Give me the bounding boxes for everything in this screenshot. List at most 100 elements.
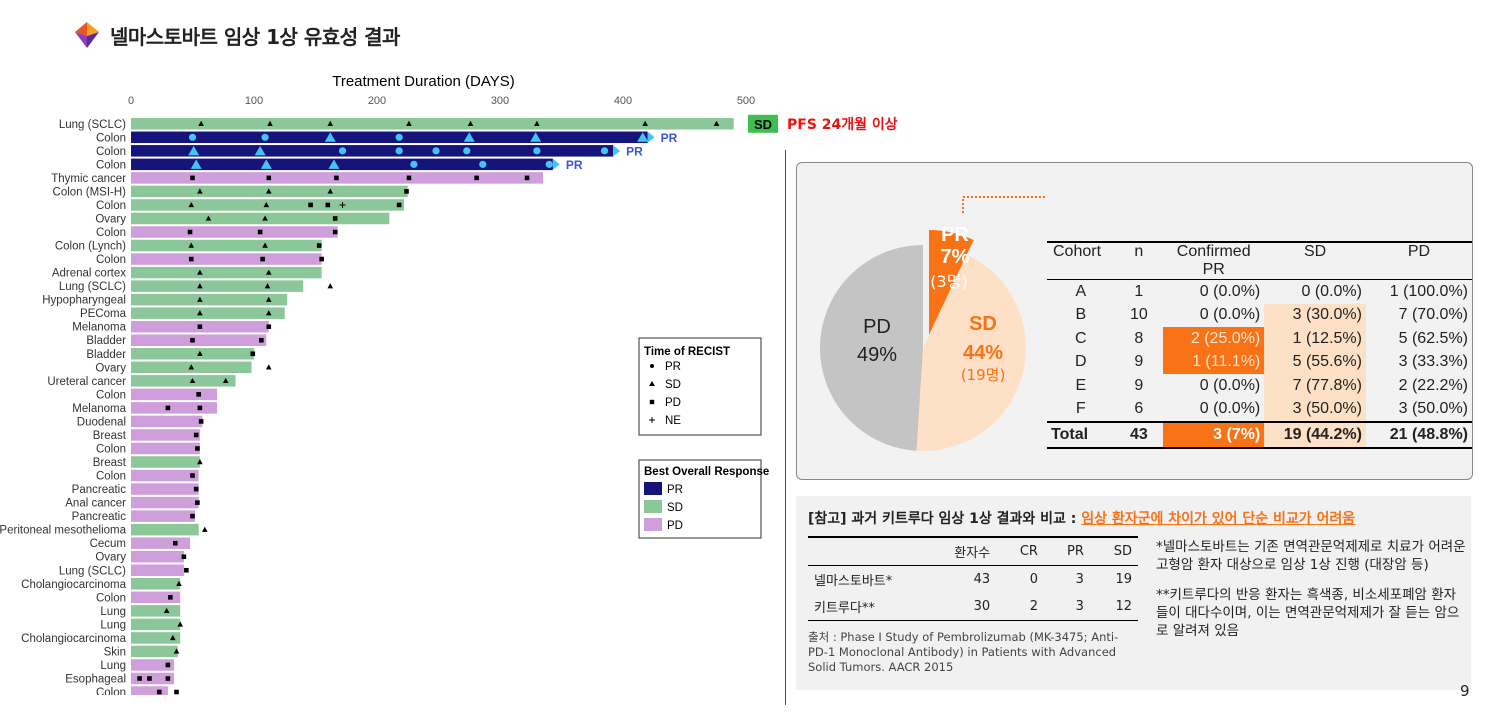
section-divider	[785, 150, 786, 705]
legend-pr-symbol	[650, 364, 654, 368]
pd-marker	[406, 175, 412, 181]
row-label: Thymic cancer	[51, 173, 126, 185]
duration-bar	[131, 212, 390, 225]
recist-legend-title: Time of RECIST	[644, 346, 730, 358]
cohort-table: Cohort n Confirmed PR SD PD A 1 0 (0.0%)…	[1047, 241, 1472, 449]
sd-marker	[262, 242, 268, 248]
duration-bar	[131, 510, 195, 522]
reference-heading: [참고] 과거 키트루다 임상 1상 결과와 비교 : 임상 환자군에 차이가 …	[808, 508, 1355, 528]
pd-marker	[197, 324, 203, 330]
sd-marker	[197, 459, 203, 465]
pr-marker	[533, 147, 541, 155]
cohort-cell: C	[1074, 329, 1087, 347]
duration-bar	[131, 307, 285, 319]
row-label: Colon	[96, 592, 126, 604]
sd-marker	[197, 188, 203, 194]
row-label: Breast	[93, 430, 127, 442]
pd-marker	[196, 392, 201, 397]
row-label: Colon (Lynch)	[55, 241, 126, 253]
pd-marker	[190, 175, 195, 181]
legend-item-label: SD	[667, 502, 683, 514]
pr-cell: 3	[1075, 599, 1084, 614]
sd-marker	[327, 283, 334, 289]
ongoing-arrow	[613, 145, 621, 157]
pd-marker	[257, 229, 263, 235]
row-label: Lung (SCLC)	[59, 565, 126, 577]
col-header-sd: SD	[1113, 544, 1132, 559]
pr-marker	[600, 147, 609, 155]
pr-cell: 1 (11.1%)	[1163, 350, 1265, 374]
cohort-row: B 10 0 (0.0%) 3 (30.0%) 7 (70.0%)	[1047, 303, 1472, 327]
pd-marker	[266, 175, 272, 181]
row-label: Duodenal	[77, 416, 126, 428]
patients-cell: 30	[973, 599, 991, 614]
sd-marker	[198, 120, 204, 126]
note-nelmastobart: *넬마스토바트는 기존 면역관문억제제로 치료가 어려운 고형암 환자 대상으로…	[1156, 539, 1466, 573]
row-label: PEComa	[80, 308, 127, 320]
n-cell: 6	[1134, 400, 1144, 418]
ongoing-arrow	[647, 131, 655, 143]
pd-marker	[325, 202, 331, 208]
row-label: Colon	[96, 132, 126, 144]
pr-marker	[395, 147, 403, 155]
x-tick-label: 400	[614, 95, 632, 107]
sd-marker	[260, 159, 272, 169]
duration-bar	[131, 402, 218, 414]
callout-line	[962, 196, 1047, 213]
sd-marker	[530, 132, 542, 142]
sd-marker	[197, 269, 203, 275]
pd-marker	[266, 324, 272, 330]
duration-bar	[131, 334, 267, 346]
row-label: Skin	[104, 646, 126, 658]
pd-cell: 3 (33.3%)	[1398, 353, 1468, 371]
pd-slice-pct: 49%	[857, 344, 897, 366]
pd-marker	[172, 540, 178, 546]
pr-marker	[410, 160, 418, 168]
col-header-pr: PR	[1067, 544, 1084, 559]
pd-marker	[181, 554, 187, 560]
sd-marker	[173, 648, 180, 654]
sd-marker	[188, 145, 200, 156]
pr-marker	[395, 133, 403, 141]
duration-bar	[131, 550, 184, 563]
col-header-confirmed-pr: Confirmed PR	[1163, 242, 1265, 280]
cohort-cell: D	[1074, 353, 1087, 371]
pd-marker	[334, 175, 339, 181]
sd-marker	[197, 283, 203, 289]
pd-marker	[190, 513, 195, 519]
row-label: Anal cancer	[65, 498, 126, 510]
sd-marker	[406, 120, 412, 126]
col-header-pd: PD	[1365, 242, 1472, 280]
ongoing-arrow	[552, 158, 560, 170]
sd-marker	[327, 120, 334, 126]
sd-marker	[188, 242, 195, 248]
row-label: Colon	[96, 254, 126, 266]
n-cell: 9	[1134, 376, 1144, 394]
pd-cell: 7 (70.0%)	[1398, 306, 1468, 324]
cohort-total-row: Total 43 3 (7%) 19 (44.2%) 21 (48.8%)	[1047, 421, 1472, 449]
reference-warning: 임상 환자군에 차이가 있어 단순 비교가 어려움	[1081, 511, 1356, 527]
pd-marker	[156, 689, 162, 695]
pd-marker	[187, 229, 193, 235]
cohort-row: D 9 1 (11.1%) 5 (55.6%) 3 (33.3%)	[1047, 350, 1472, 374]
row-label: Colon (MSI-H)	[53, 186, 127, 198]
row-label: Ovary	[95, 213, 126, 225]
row-label: Colon	[96, 200, 126, 212]
sd-cell: 19	[1115, 572, 1132, 587]
pd-marker	[308, 202, 313, 208]
sd-tag-label: SD	[754, 117, 772, 132]
duration-bar	[131, 145, 614, 157]
pie-slice-pd	[820, 245, 923, 451]
duration-bar	[131, 456, 200, 468]
cohort-cell: A	[1075, 282, 1087, 300]
col-header-patients: 환자수	[954, 546, 991, 561]
row-label: Lung	[100, 619, 126, 631]
row-label: Peritoneal mesothelioma	[0, 525, 127, 537]
duration-bar	[131, 429, 200, 441]
sd-cell: 0 (0.0%)	[1301, 282, 1362, 300]
pfs-annotation: PFS 24개월 이상	[787, 116, 898, 133]
duration-bar	[131, 415, 203, 428]
pd-cell: 3 (50.0%)	[1398, 400, 1468, 418]
bor-legend-title: Best Overall Response	[644, 466, 769, 478]
cohort-row: A 1 0 (0.0%) 0 (0.0%) 1 (100.0%)	[1047, 280, 1472, 304]
